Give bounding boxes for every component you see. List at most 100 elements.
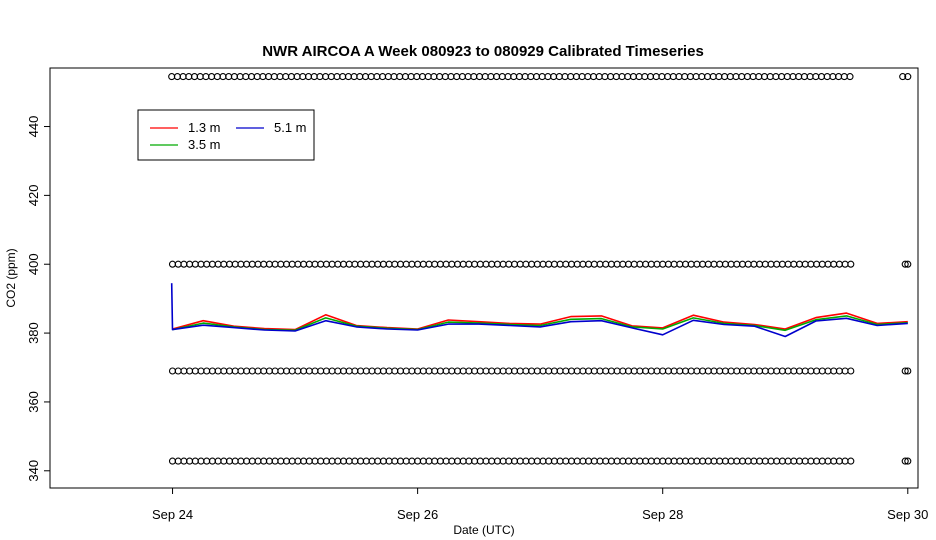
calibration-marker xyxy=(357,367,365,375)
plot-frame xyxy=(49,67,919,489)
calibration-marker xyxy=(300,260,308,268)
calibration-marker xyxy=(196,73,204,81)
calibration-marker xyxy=(613,457,621,465)
calibration-marker xyxy=(431,260,439,268)
calibration-marker xyxy=(772,73,780,81)
calibration-marker xyxy=(578,73,586,81)
calibration-marker xyxy=(436,73,444,81)
calibration-marker xyxy=(271,457,279,465)
x-tick-label: Sep 28 xyxy=(642,507,683,522)
calibration-marker xyxy=(385,367,393,375)
legend-label: 1.3 m xyxy=(188,120,221,135)
calibration-marker xyxy=(624,260,633,268)
calibration-marker xyxy=(493,367,501,375)
y-axis: 340 360 380 400 420 440 xyxy=(26,116,50,482)
calibration-marker xyxy=(767,457,775,465)
calibration-marker xyxy=(699,367,707,375)
x-axis-label: Date (UTC) xyxy=(453,523,514,537)
calibration-marker xyxy=(579,260,587,268)
calibration-marker xyxy=(362,367,370,375)
calibration-marker xyxy=(265,73,273,81)
calibration-marker xyxy=(721,73,729,81)
calibration-marker xyxy=(670,457,678,465)
calibration-marker xyxy=(459,457,467,465)
calibration-marker xyxy=(481,73,489,81)
calibration-marker xyxy=(817,73,826,81)
calibration-marker xyxy=(225,73,233,81)
calibration-marker xyxy=(248,367,256,375)
calibration-marker xyxy=(807,457,815,465)
calibration-marker xyxy=(533,260,541,268)
calibration-marker xyxy=(379,73,387,81)
calibration-marker xyxy=(635,73,643,81)
calibration-marker xyxy=(619,457,627,465)
calibration-marker xyxy=(407,73,415,81)
calibration-marker xyxy=(721,457,729,465)
calibration-marker xyxy=(168,457,177,465)
y-tick-label: 400 xyxy=(26,253,41,275)
calibration-marker xyxy=(504,73,512,81)
calibration-marker xyxy=(230,73,238,81)
calibration-marker xyxy=(254,457,262,465)
calibration-marker xyxy=(220,367,228,375)
calibration-marker xyxy=(789,73,797,81)
calibration-marker xyxy=(499,457,507,465)
calibration-marker xyxy=(750,457,758,465)
calibration-marker xyxy=(236,73,244,81)
calibration-marker xyxy=(270,73,278,81)
calibration-marker xyxy=(214,457,222,465)
calibration-marker xyxy=(790,457,798,465)
calibration-marker xyxy=(515,73,523,81)
calibration-marker xyxy=(550,260,558,268)
calibration-marker xyxy=(242,73,250,81)
calibration-marker xyxy=(716,457,724,465)
calibration-marker xyxy=(641,73,649,81)
calibration-marker xyxy=(795,260,804,268)
calibration-marker xyxy=(317,457,325,465)
calibration-marker xyxy=(430,73,438,81)
calibration-marker xyxy=(590,367,598,375)
calibration-marker xyxy=(379,260,387,268)
calibration-marker xyxy=(339,260,348,268)
calibration-marker xyxy=(367,73,375,81)
calibration-marker xyxy=(901,260,909,268)
calibration-marker xyxy=(522,260,530,268)
calibration-marker xyxy=(703,73,712,81)
calibration-marker xyxy=(186,367,194,375)
calibration-marker xyxy=(573,457,581,465)
calibration-marker xyxy=(585,260,593,268)
calibration-marker xyxy=(304,73,313,81)
calibration-marker xyxy=(602,367,610,375)
calibration-marker xyxy=(345,457,353,465)
calibration-marker xyxy=(294,457,302,465)
calibration-marker xyxy=(743,73,751,81)
x-tick-label: Sep 30 xyxy=(887,507,928,522)
calibration-marker xyxy=(562,457,570,465)
calibration-marker xyxy=(374,367,382,375)
calibration-marker xyxy=(243,260,251,268)
calibration-marker xyxy=(733,260,741,268)
calibration-marker xyxy=(539,367,547,375)
calibration-marker xyxy=(692,73,700,81)
calibration-marker xyxy=(681,260,690,268)
calibration-marker xyxy=(328,260,336,268)
calibration-marker xyxy=(693,260,701,268)
calibration-marker xyxy=(419,260,427,268)
calibration-marker xyxy=(761,457,769,465)
calibration-marker xyxy=(476,457,484,465)
calibration-marker xyxy=(351,260,359,268)
calibration-marker xyxy=(425,260,433,268)
calibration-marker xyxy=(385,457,393,465)
calibration-marker xyxy=(288,457,296,465)
calibration-marker xyxy=(453,457,462,465)
calibration-marker xyxy=(418,73,427,81)
calibration-marker xyxy=(522,457,530,465)
calibration-marker xyxy=(305,457,313,465)
calibration-marker xyxy=(716,260,724,268)
calibration-marker xyxy=(288,260,296,268)
calibration-marker xyxy=(664,367,672,375)
calibration-marker xyxy=(567,457,576,465)
calibration-marker xyxy=(659,367,667,375)
calibration-marker xyxy=(327,73,335,81)
